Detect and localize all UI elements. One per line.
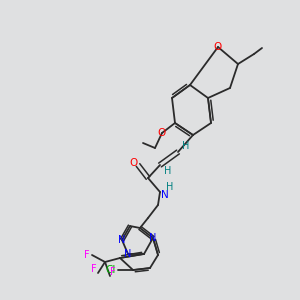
Text: Cl: Cl [106,265,116,275]
Text: N: N [124,249,132,259]
Text: H: H [182,141,190,151]
Text: O: O [214,42,222,52]
Text: N: N [161,190,169,200]
Text: N: N [149,233,157,243]
Text: H: H [164,166,172,176]
Text: O: O [129,158,137,168]
Text: F: F [84,250,90,260]
Text: F: F [110,267,116,277]
Text: H: H [166,182,174,192]
Text: N: N [118,235,126,245]
Text: F: F [91,264,97,274]
Text: O: O [158,128,166,138]
